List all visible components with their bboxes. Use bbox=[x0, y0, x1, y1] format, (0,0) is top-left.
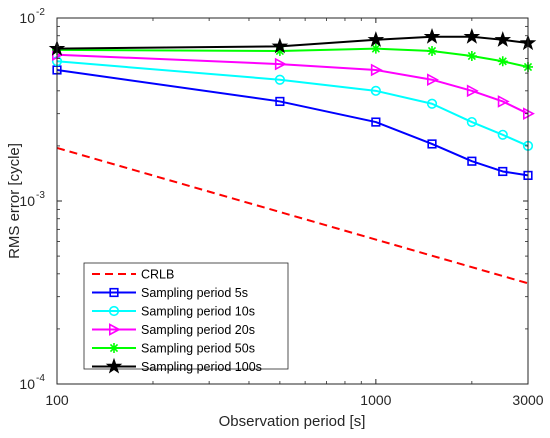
data-point-sampling-period-5s bbox=[498, 166, 508, 177]
y-tick-label: 10 bbox=[19, 376, 35, 392]
data-point-sampling-period-100s bbox=[367, 31, 385, 47]
legend-item-sampling-period-20s: Sampling period 20s bbox=[92, 323, 255, 337]
data-point-sampling-period-50s bbox=[274, 46, 285, 57]
y-tick-exponent: -3 bbox=[36, 190, 45, 201]
tick-layer bbox=[56, 17, 529, 385]
data-point-sampling-period-5s bbox=[467, 156, 477, 166]
series-crlb bbox=[56, 146, 529, 285]
legend-marker-sampling-period-5s bbox=[109, 287, 119, 298]
data-point-sampling-period-20s bbox=[497, 95, 510, 108]
data-point-sampling-period-10s bbox=[274, 74, 285, 85]
series-line-sampling-period-20s bbox=[56, 53, 529, 115]
x-tick-label: 100 bbox=[45, 392, 69, 408]
legend-label-sampling-period-10s: Sampling period 10s bbox=[141, 305, 255, 319]
series-sampling-period-5s bbox=[52, 65, 533, 181]
data-point-sampling-period-5s bbox=[371, 117, 381, 127]
legend-label-crlb: CRLB bbox=[141, 268, 174, 282]
data-point-sampling-period-100s bbox=[271, 37, 289, 54]
data-point-sampling-period-100s bbox=[423, 28, 441, 44]
data-point-sampling-period-5s bbox=[275, 96, 285, 107]
data-point-sampling-period-20s bbox=[274, 57, 287, 71]
data-point-sampling-period-100s bbox=[494, 31, 512, 47]
data-point-sampling-period-20s bbox=[370, 63, 383, 77]
data-point-sampling-period-20s bbox=[427, 73, 439, 87]
legend-item-sampling-period-100s: Sampling period 100s bbox=[92, 357, 262, 374]
y-tick-exponent: -2 bbox=[36, 7, 45, 18]
y-tick-exponent: -4 bbox=[36, 373, 45, 384]
data-point-sampling-period-5s bbox=[427, 139, 437, 149]
legend-item-crlb: CRLB bbox=[92, 268, 174, 282]
legend-label-sampling-period-5s: Sampling period 5s bbox=[141, 286, 248, 300]
data-point-sampling-period-10s bbox=[426, 98, 438, 109]
legend-item-sampling-period-50s: Sampling period 50s bbox=[92, 342, 255, 356]
legend-marker-sampling-period-10s bbox=[108, 305, 120, 317]
series-line-sampling-period-10s bbox=[56, 60, 529, 147]
legend-marker-sampling-period-20s bbox=[109, 323, 121, 336]
series-sampling-period-10s bbox=[51, 56, 534, 152]
data-point-sampling-period-10s bbox=[466, 116, 477, 128]
x-tick-label: 3000 bbox=[512, 392, 543, 408]
data-point-sampling-period-10s bbox=[497, 129, 508, 140]
legend-item-sampling-period-5s: Sampling period 5s bbox=[92, 286, 248, 300]
data-point-sampling-period-50s bbox=[497, 56, 508, 67]
x-tick-label: 1000 bbox=[360, 392, 391, 408]
legend-item-sampling-period-10s: Sampling period 10s bbox=[92, 305, 255, 319]
legend: CRLB Sampling period 5s Sampling period 10… bbox=[83, 262, 289, 374]
legend-label-sampling-period-20s: Sampling period 20s bbox=[141, 323, 255, 337]
data-point-sampling-period-50s bbox=[466, 50, 477, 61]
data-point-sampling-period-100s bbox=[463, 28, 481, 44]
series-line-crlb bbox=[56, 146, 529, 285]
legend-label-sampling-period-100s: Sampling period 100s bbox=[141, 360, 262, 374]
data-point-sampling-period-10s bbox=[370, 85, 381, 96]
y-tick-label: 10 bbox=[19, 10, 35, 26]
y-tick-label: 10 bbox=[19, 193, 35, 209]
y-axis-label: RMS error [cycle] bbox=[6, 143, 23, 259]
legend-box bbox=[83, 262, 289, 370]
legend-marker-sampling-period-100s bbox=[105, 357, 123, 374]
legend-label-sampling-period-50s: Sampling period 50s bbox=[141, 342, 255, 356]
data-point-sampling-period-20s bbox=[466, 84, 479, 98]
legend-marker-sampling-period-50s bbox=[109, 343, 119, 353]
data-point-sampling-period-50s bbox=[370, 43, 381, 54]
series-line-sampling-period-5s bbox=[56, 68, 529, 177]
x-axis-label: Observation period [s] bbox=[219, 413, 366, 430]
data-point-sampling-period-50s bbox=[427, 46, 438, 57]
